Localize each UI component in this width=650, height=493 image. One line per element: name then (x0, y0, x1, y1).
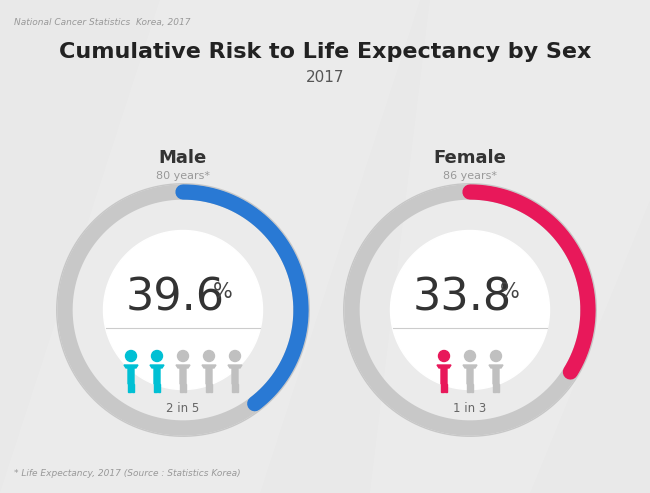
Polygon shape (124, 365, 138, 384)
Polygon shape (232, 384, 235, 392)
Polygon shape (103, 231, 263, 389)
Polygon shape (493, 384, 495, 392)
Polygon shape (437, 365, 451, 384)
Circle shape (151, 351, 162, 361)
Polygon shape (463, 365, 477, 384)
Circle shape (125, 351, 136, 361)
Polygon shape (235, 384, 238, 392)
Circle shape (229, 351, 240, 361)
Text: Male: Male (159, 149, 207, 167)
Polygon shape (441, 384, 443, 392)
Polygon shape (467, 384, 469, 392)
Text: %: % (213, 282, 233, 302)
Polygon shape (471, 384, 473, 392)
Polygon shape (497, 384, 499, 392)
Polygon shape (157, 384, 160, 392)
Text: * Life Expectancy, 2017 (Source : Statistics Korea): * Life Expectancy, 2017 (Source : Statis… (14, 469, 240, 478)
Polygon shape (150, 365, 164, 384)
Polygon shape (154, 384, 157, 392)
Text: 2 in 5: 2 in 5 (166, 401, 200, 415)
Circle shape (491, 351, 502, 361)
Polygon shape (183, 384, 186, 392)
Polygon shape (180, 384, 183, 392)
Circle shape (439, 351, 450, 361)
Polygon shape (176, 365, 190, 384)
Text: 80 years*: 80 years* (156, 171, 210, 181)
Text: National Cancer Statistics  Korea, 2017: National Cancer Statistics Korea, 2017 (14, 18, 190, 27)
Text: %: % (500, 282, 520, 302)
Polygon shape (445, 384, 447, 392)
Polygon shape (131, 384, 134, 392)
Polygon shape (391, 231, 549, 389)
Text: Cumulative Risk to Life Expectancy by Sex: Cumulative Risk to Life Expectancy by Se… (58, 42, 592, 62)
Text: 86 years*: 86 years* (443, 171, 497, 181)
Text: 2017: 2017 (306, 70, 345, 85)
Polygon shape (206, 384, 209, 392)
Circle shape (203, 351, 214, 361)
Polygon shape (209, 384, 212, 392)
Polygon shape (489, 365, 503, 384)
Polygon shape (202, 365, 216, 384)
Circle shape (177, 351, 188, 361)
Polygon shape (0, 0, 420, 493)
Text: Female: Female (434, 149, 506, 167)
Polygon shape (370, 0, 650, 493)
Circle shape (465, 351, 476, 361)
Text: 1 in 3: 1 in 3 (454, 401, 487, 415)
Text: 33.8: 33.8 (413, 277, 512, 319)
Polygon shape (228, 365, 242, 384)
Polygon shape (128, 384, 131, 392)
Text: 39.6: 39.6 (125, 277, 224, 319)
